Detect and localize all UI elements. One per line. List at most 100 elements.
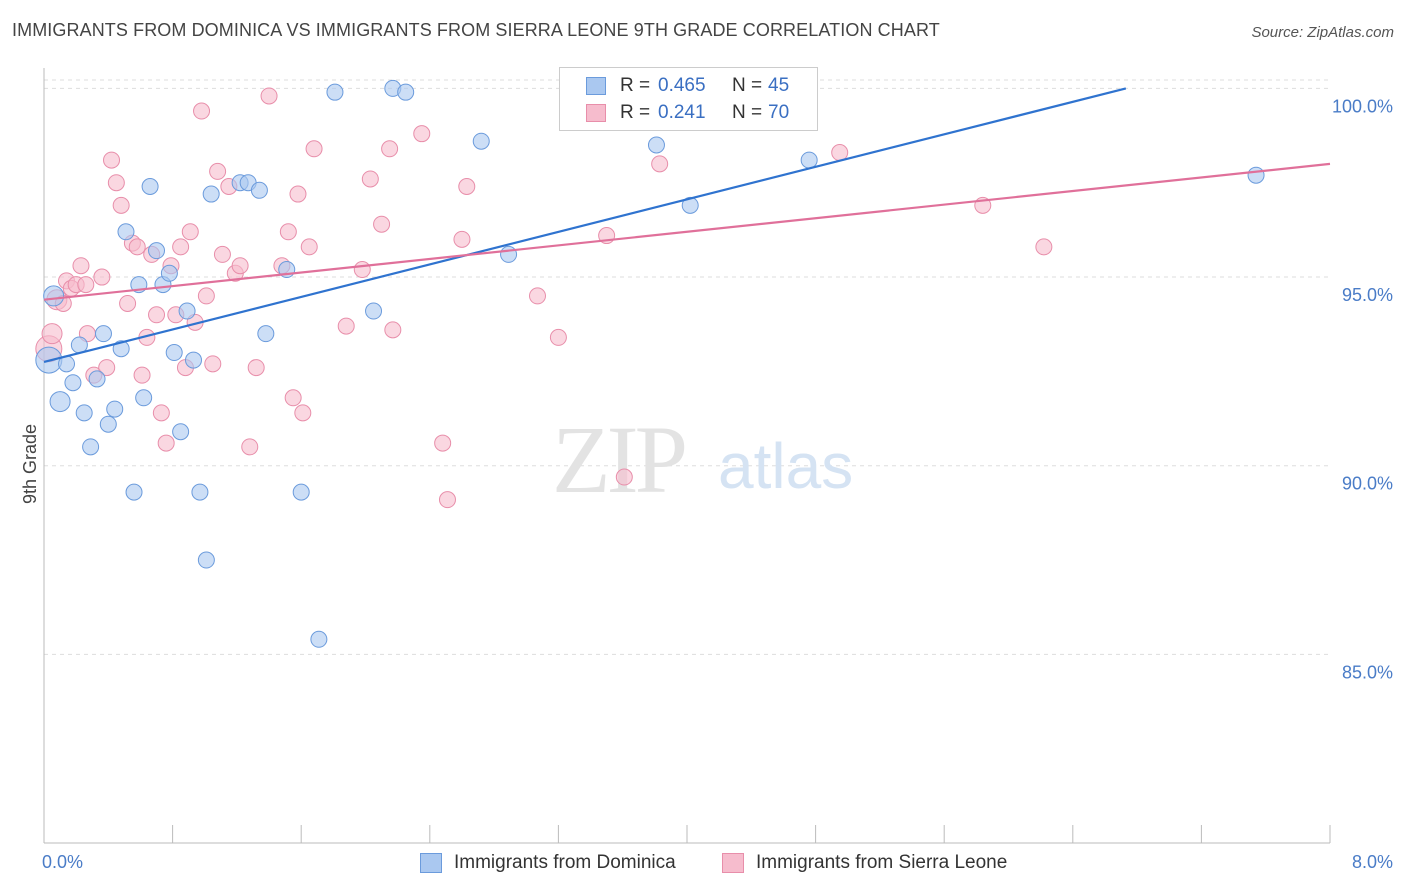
sierra-leone-point bbox=[1035, 238, 1053, 256]
sierra-leone-point bbox=[458, 178, 476, 196]
dominica-point bbox=[148, 242, 166, 260]
dominica-point bbox=[172, 423, 190, 441]
dominica-point bbox=[125, 483, 143, 501]
legend-n-value: 45 bbox=[768, 75, 790, 96]
dominica-point bbox=[800, 151, 818, 169]
dominica-point bbox=[49, 391, 71, 413]
sierra-leone-point bbox=[133, 366, 151, 384]
chart-title: IMMIGRANTS FROM DOMINICA VS IMMIGRANTS F… bbox=[12, 20, 940, 40]
y-tick-label: 100.0% bbox=[1332, 96, 1393, 116]
dominica-point bbox=[160, 264, 178, 282]
dominica-point bbox=[117, 223, 135, 241]
watermark-atlas: atlas bbox=[718, 430, 853, 502]
sierra-leone-trend-line bbox=[43, 162, 1331, 301]
bottom-legend-label-sierra-leone: Immigrants from Sierra Leone bbox=[756, 852, 1008, 873]
dominica-point bbox=[141, 178, 159, 196]
legend-n-label: N = bbox=[732, 102, 763, 123]
sierra-leone-point bbox=[615, 468, 633, 486]
dominica-point bbox=[292, 483, 310, 501]
dominica-point bbox=[191, 483, 209, 501]
dominica-point bbox=[184, 351, 202, 369]
stats-legend: R = 0.465 N = 45 R = 0.241 N = 70 bbox=[559, 67, 818, 131]
sierra-leone-point bbox=[549, 328, 567, 346]
dominica-point bbox=[43, 285, 65, 307]
sierra-leone-point bbox=[279, 223, 297, 241]
y-tick-label: 95.0% bbox=[1342, 285, 1393, 305]
sierra-leone-point bbox=[204, 355, 222, 373]
dominica-point bbox=[326, 83, 344, 101]
sierra-leone-point bbox=[453, 230, 471, 248]
legend-r-value: 0.465 bbox=[658, 75, 706, 96]
sierra-leone-point bbox=[260, 87, 278, 105]
sierra-leone-point bbox=[231, 257, 249, 275]
sierra-leone-point bbox=[284, 389, 302, 407]
sierra-leone-point bbox=[213, 245, 231, 263]
sierra-leone-point bbox=[241, 438, 259, 456]
dominica-point bbox=[1247, 166, 1265, 184]
dominica-point bbox=[106, 400, 124, 418]
sierra-leone-point bbox=[373, 215, 391, 233]
bottom-legend-swatch-dominica bbox=[420, 853, 442, 873]
watermark-zip: ZIP bbox=[552, 406, 685, 513]
sierra-leone-point bbox=[209, 162, 227, 180]
sierra-leone-point bbox=[294, 404, 312, 422]
dominica-point bbox=[250, 181, 268, 199]
legend-r-label: R = bbox=[620, 102, 651, 123]
sierra-leone-point bbox=[41, 323, 63, 345]
sierra-leone-point bbox=[381, 140, 399, 158]
sierra-leone-point bbox=[93, 268, 111, 286]
sierra-leone-point bbox=[72, 257, 90, 275]
sierra-leone-point bbox=[831, 144, 849, 162]
bottom-legend-label-dominica: Immigrants from Dominica bbox=[454, 852, 676, 873]
legend-swatch-dominica bbox=[586, 77, 606, 95]
series-sierra-leone-points bbox=[35, 79, 1053, 509]
dominica-point bbox=[135, 389, 153, 407]
sierra-leone-point bbox=[148, 306, 166, 324]
source-label: Source: ZipAtlas.com bbox=[1251, 24, 1394, 41]
dominica-point bbox=[88, 370, 106, 388]
sierra-leone-point bbox=[529, 287, 547, 305]
dominica-point bbox=[165, 344, 183, 362]
legend-n-value: 70 bbox=[768, 102, 790, 123]
sierra-leone-point bbox=[157, 434, 175, 452]
dominica-point bbox=[202, 185, 220, 203]
sierra-leone-point bbox=[651, 155, 669, 173]
dominica-point bbox=[500, 245, 518, 263]
grid-lines bbox=[44, 79, 1330, 655]
dominica-point bbox=[99, 415, 117, 433]
dominica-point bbox=[75, 404, 93, 422]
sierra-leone-point bbox=[103, 151, 121, 169]
sierra-leone-point bbox=[300, 238, 318, 256]
dominica-point bbox=[197, 551, 215, 569]
sierra-leone-point bbox=[434, 434, 452, 452]
y-tick-label: 90.0% bbox=[1342, 474, 1393, 494]
watermark: ZIP atlas bbox=[552, 406, 853, 513]
dominica-point bbox=[82, 438, 100, 456]
bottom-legend-swatch-sierra-leone bbox=[722, 853, 744, 873]
x-tick-label: 8.0% bbox=[1352, 852, 1393, 872]
sierra-leone-point bbox=[289, 185, 307, 203]
sierra-leone-point bbox=[181, 223, 199, 241]
dominica-point bbox=[112, 340, 130, 358]
y-axis-label: 9th Grade bbox=[20, 424, 40, 504]
sierra-leone-point bbox=[197, 287, 215, 305]
legend-n-label: N = bbox=[732, 75, 763, 96]
legend-r-value: 0.241 bbox=[658, 102, 706, 123]
dominica-point bbox=[94, 325, 112, 343]
sierra-leone-point bbox=[353, 261, 371, 279]
axes bbox=[43, 68, 1331, 844]
x-tick-label: 0.0% bbox=[42, 852, 83, 872]
sierra-leone-point bbox=[337, 317, 355, 335]
sierra-leone-point bbox=[107, 174, 125, 192]
sierra-leone-point bbox=[98, 359, 116, 377]
sierra-leone-point bbox=[305, 140, 323, 158]
trend-lines bbox=[43, 87, 1331, 364]
sierra-leone-point bbox=[77, 276, 95, 294]
sierra-leone-point bbox=[172, 238, 190, 256]
sierra-leone-point bbox=[413, 125, 431, 143]
tick-labels: 85.0% 90.0% 95.0% 100.0% 0.0% 8.0% bbox=[42, 96, 1393, 872]
dominica-point bbox=[257, 325, 275, 343]
sierra-leone-point bbox=[128, 238, 146, 256]
dominica-point bbox=[310, 630, 328, 648]
